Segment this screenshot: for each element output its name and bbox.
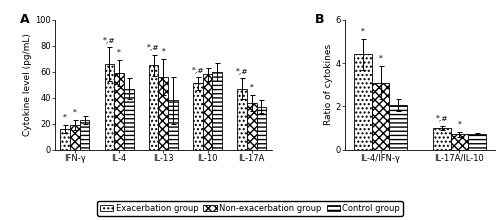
Bar xyxy=(168,100,178,150)
Text: *: * xyxy=(73,108,77,117)
Text: *,#: *,# xyxy=(236,67,248,75)
Bar xyxy=(434,128,451,150)
Text: B: B xyxy=(315,13,324,26)
Text: *,#: *,# xyxy=(103,36,116,44)
Y-axis label: Cytokine level (pg/mL): Cytokine level (pg/mL) xyxy=(24,33,32,136)
Bar xyxy=(148,65,158,150)
Bar xyxy=(212,72,222,150)
Bar xyxy=(468,134,485,150)
Text: *,#: *,# xyxy=(148,44,160,52)
Bar xyxy=(70,125,80,150)
Bar xyxy=(193,83,202,150)
Legend: Exacerbation group, Non-exacerbation group, Control group: Exacerbation group, Non-exacerbation gro… xyxy=(97,201,403,216)
Bar xyxy=(247,103,256,150)
Bar xyxy=(80,120,90,150)
Bar xyxy=(237,89,247,150)
Text: *: * xyxy=(117,49,121,57)
Bar xyxy=(104,64,115,150)
Bar xyxy=(158,77,168,150)
Text: *: * xyxy=(63,114,67,122)
Text: *: * xyxy=(162,48,166,55)
Text: *,#: *,# xyxy=(192,66,204,74)
Bar xyxy=(372,82,389,150)
Bar xyxy=(389,105,406,150)
Bar xyxy=(202,74,212,150)
Text: A: A xyxy=(20,13,30,26)
Text: *: * xyxy=(458,121,462,129)
Y-axis label: Ratio of cytokines: Ratio of cytokines xyxy=(324,44,332,125)
Bar xyxy=(354,54,372,150)
Bar xyxy=(124,89,134,150)
Bar xyxy=(114,73,124,150)
Text: *: * xyxy=(361,28,365,36)
Text: *: * xyxy=(250,84,254,92)
Bar xyxy=(451,134,468,150)
Bar xyxy=(60,129,70,150)
Text: *,#: *,# xyxy=(436,115,448,123)
Bar xyxy=(256,107,266,150)
Text: *: * xyxy=(378,55,382,63)
